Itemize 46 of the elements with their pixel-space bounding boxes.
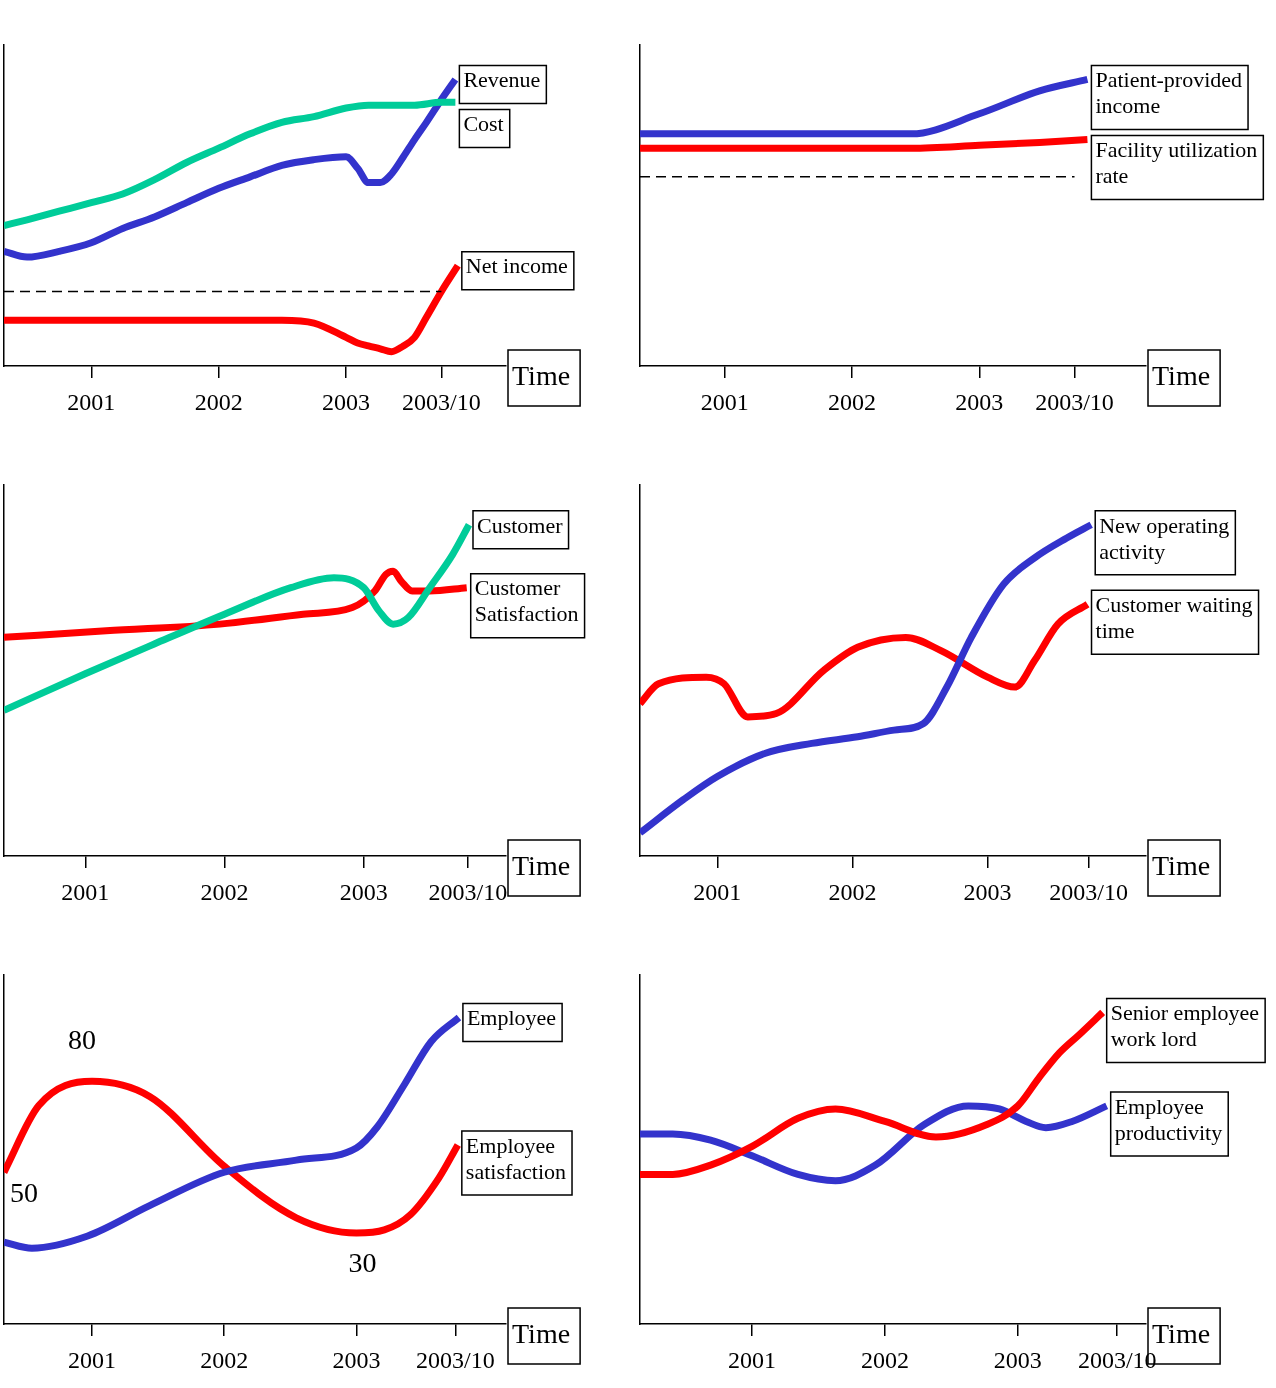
x-axis-title: Time bbox=[512, 850, 571, 882]
series-label: Facility utilization rate bbox=[1095, 137, 1258, 189]
x-tick-label: 2003/10 bbox=[1049, 879, 1128, 906]
series-label: Patient-provided income bbox=[1095, 67, 1243, 119]
series-label: Customer waiting time bbox=[1095, 592, 1253, 644]
x-axis-title: Time bbox=[1152, 850, 1211, 882]
x-tick-label: 2001 bbox=[728, 1347, 777, 1374]
x-tick-label: 2003/10 bbox=[415, 1347, 495, 1374]
x-tick-label: 2001 bbox=[693, 879, 742, 906]
x-tick-label: 2003 bbox=[963, 879, 1012, 906]
x-axis-title: Time bbox=[1152, 1318, 1211, 1350]
x-tick-label: 2003 bbox=[339, 879, 388, 906]
x-tick-label: 2003 bbox=[993, 1347, 1042, 1374]
x-axis-title: Time bbox=[512, 360, 571, 392]
x-tick-label: 2003/10 bbox=[402, 389, 481, 416]
x-tick-label: 2003/10 bbox=[1077, 1347, 1157, 1374]
x-tick-label: 2002 bbox=[194, 389, 243, 416]
data-label: 30 bbox=[348, 1247, 377, 1279]
x-tick-label: 2002 bbox=[828, 389, 877, 416]
x-tick-label: 2003 bbox=[322, 389, 371, 416]
x-tick-label: 2001 bbox=[61, 879, 110, 906]
x-tick-label: 2002 bbox=[860, 1347, 909, 1374]
data-label: 80 bbox=[68, 1023, 97, 1055]
x-tick-label: 2001 bbox=[67, 389, 116, 416]
x-tick-label: 2003 bbox=[332, 1347, 381, 1374]
series-label: Customer bbox=[477, 512, 564, 538]
x-tick-label: 2001 bbox=[68, 1347, 117, 1374]
series-label: New operating activity bbox=[1099, 512, 1230, 564]
series-label: Net income bbox=[465, 253, 568, 279]
x-tick-label: 2001 bbox=[700, 389, 749, 416]
series-label: Revenue bbox=[463, 67, 541, 93]
x-tick-label: 2003 bbox=[955, 389, 1004, 416]
series-label: Customer Satisfaction bbox=[474, 575, 579, 627]
series-label: Employee bbox=[466, 1005, 557, 1031]
x-tick-label: 2002 bbox=[828, 879, 877, 906]
x-tick-label: 2003/10 bbox=[428, 879, 508, 906]
x-axis-title: Time bbox=[1152, 360, 1211, 392]
x-axis-title: Time bbox=[512, 1318, 571, 1350]
series-label: Employee productivity bbox=[1114, 1093, 1223, 1145]
data-label: 50 bbox=[10, 1176, 38, 1208]
x-tick-label: 2003/10 bbox=[1035, 389, 1114, 416]
series-label: Employee satisfaction bbox=[465, 1132, 567, 1184]
x-tick-label: 2002 bbox=[200, 879, 249, 906]
x-tick-label: 2002 bbox=[200, 1347, 249, 1374]
series-label: Senior employee work lord bbox=[1110, 1000, 1260, 1052]
series-label: Cost bbox=[463, 111, 504, 137]
